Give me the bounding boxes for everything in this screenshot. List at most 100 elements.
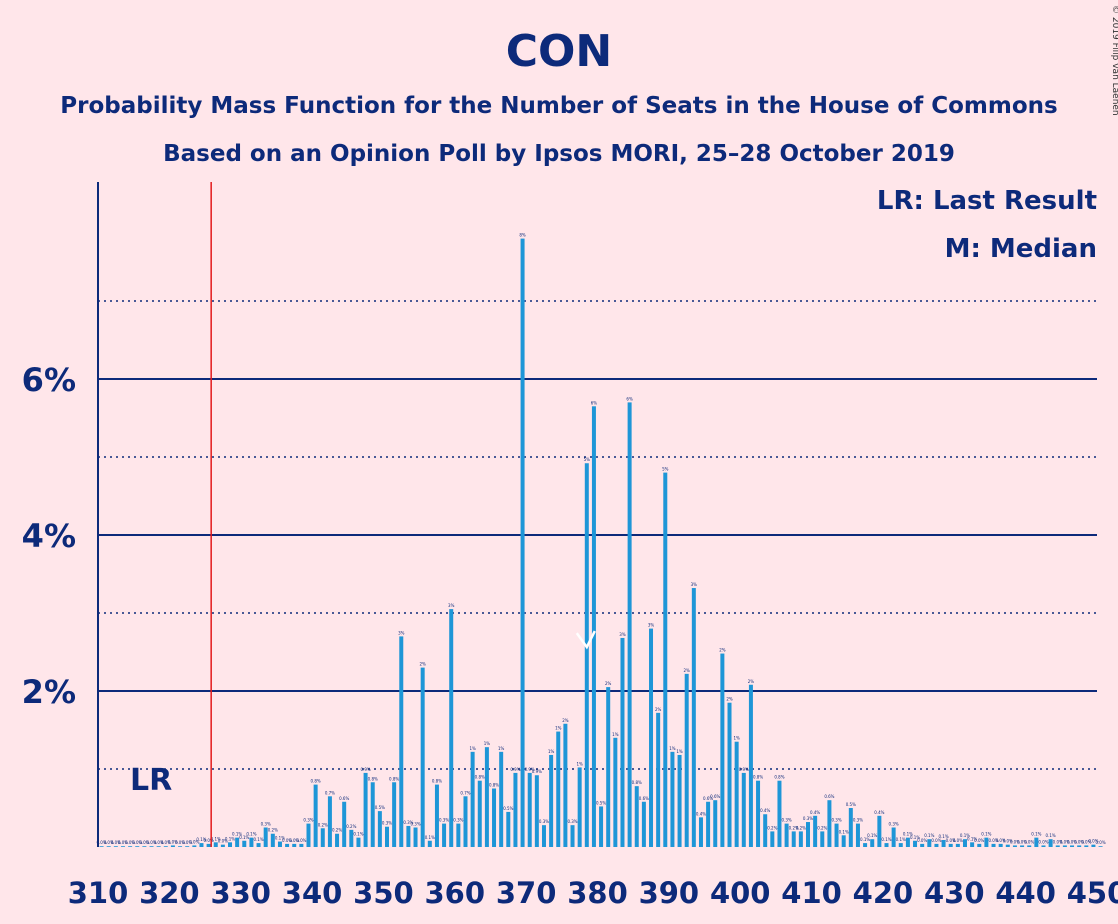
bar-label-440: 0.0% — [1024, 839, 1034, 844]
bar-415 — [848, 808, 853, 847]
bar-439 — [1020, 845, 1025, 847]
bar-label-354: 0.3% — [410, 822, 420, 827]
bar-label-438: 0.0% — [1010, 839, 1020, 844]
bar-443 — [1048, 839, 1053, 847]
bar-351 — [392, 782, 397, 847]
bar-label-429: 0.0% — [946, 838, 956, 843]
bar-368 — [513, 772, 518, 847]
bar-label-343: 0.2% — [332, 828, 342, 833]
bar-381 — [606, 687, 611, 847]
bar-438 — [1012, 845, 1017, 847]
bar-330 — [242, 840, 247, 847]
bar-362 — [470, 751, 475, 847]
bar-label-377: 1% — [576, 761, 583, 766]
bar-332 — [256, 843, 261, 847]
bar-label-393: 3% — [691, 582, 698, 587]
bar-316 — [142, 846, 147, 847]
bar-321 — [178, 846, 183, 847]
bar-441 — [1034, 837, 1039, 847]
bar-344 — [342, 801, 347, 847]
bar-label-373: 1% — [548, 749, 555, 754]
bar-386 — [641, 801, 646, 847]
bar-label-418: 0.1% — [867, 833, 877, 838]
bar-374 — [556, 731, 561, 847]
bar-label-319: 0.0% — [161, 840, 171, 845]
bar-label-412: 0.6% — [824, 794, 834, 799]
bar-398 — [727, 702, 732, 847]
bar-label-346: 0.1% — [353, 832, 363, 837]
bar-404 — [770, 831, 775, 847]
bar-310 — [99, 846, 104, 847]
bar-353 — [406, 825, 411, 847]
bar-label-325: 0.0% — [204, 838, 214, 843]
bar-385 — [634, 786, 639, 847]
bar-317 — [149, 846, 154, 847]
bar-label-390: 1% — [669, 746, 676, 751]
x-tick-420: 420 — [853, 876, 914, 910]
x-tick-340: 340 — [282, 876, 343, 910]
bar-label-370: 0.9% — [525, 767, 535, 772]
bar-424 — [913, 840, 918, 847]
bar-label-434: 0.1% — [981, 832, 991, 837]
bar-label-314: 0.0% — [125, 840, 135, 845]
bar-315 — [135, 846, 140, 847]
bar-label-368: 0.9% — [510, 767, 520, 772]
bar-382 — [613, 737, 618, 847]
bar-440 — [1027, 845, 1032, 847]
bar-label-364: 1% — [484, 741, 491, 746]
bar-label-347: 0.9% — [361, 767, 371, 772]
bar-label-365: 0.8% — [489, 783, 499, 788]
bar-407 — [791, 831, 796, 847]
bar-label-386: 0.6% — [639, 796, 649, 801]
bar-414 — [841, 835, 846, 847]
bar-387 — [649, 628, 654, 847]
bar-label-312: 0.0% — [111, 840, 121, 845]
bar-391 — [677, 754, 682, 847]
median-marker — [575, 630, 596, 650]
x-tick-400: 400 — [710, 876, 771, 910]
bar-334 — [270, 833, 275, 847]
bar-label-369: 8% — [519, 233, 526, 238]
x-tick-310: 310 — [68, 876, 129, 910]
bar-401 — [748, 684, 753, 847]
bar-369 — [520, 238, 525, 848]
bar-355 — [420, 667, 425, 847]
bar-392 — [684, 673, 689, 847]
bar-label-318: 0.0% — [154, 840, 164, 845]
bar-411 — [820, 831, 825, 847]
bar-label-327: 0.0% — [218, 839, 228, 844]
bar-label-329: 0.1% — [232, 832, 242, 837]
bar-448 — [1084, 845, 1089, 847]
bar-label-431: 0.1% — [960, 833, 970, 838]
bar-label-371: 0.9% — [532, 769, 542, 774]
bar-label-321: 0.0% — [175, 840, 185, 845]
bar-340 — [313, 784, 318, 847]
bar-436 — [998, 843, 1003, 847]
bar-400 — [741, 772, 746, 847]
bar-323 — [192, 845, 197, 847]
bar-label-437: 0.0% — [1003, 839, 1013, 844]
bar-333 — [263, 827, 268, 847]
bar-402 — [756, 780, 761, 847]
bar-375 — [563, 723, 568, 847]
last-result-label: LR — [130, 763, 172, 798]
bar-label-423: 0.1% — [903, 832, 913, 837]
bar-label-403: 0.4% — [760, 808, 770, 813]
bar-445 — [1062, 845, 1067, 847]
bar-label-351: 0.8% — [389, 776, 399, 781]
bar-label-353: 0.3% — [403, 820, 413, 825]
bar-442 — [1041, 845, 1046, 847]
bar-label-376: 0.3% — [567, 819, 577, 824]
bar-label-397: 2% — [719, 648, 726, 653]
bar-label-330: 0.1% — [239, 835, 249, 840]
bar-327 — [220, 844, 225, 847]
bar-417 — [863, 843, 868, 847]
bar-label-339: 0.3% — [303, 818, 313, 823]
bar-label-405: 0.8% — [774, 775, 784, 780]
bar-label-432: 0.1% — [967, 836, 977, 841]
bar-label-439: 0.0% — [1017, 839, 1027, 844]
bar-label-421: 0.3% — [889, 822, 899, 827]
bar-label-331: 0.1% — [246, 832, 256, 837]
bar-label-317: 0.0% — [146, 840, 156, 845]
bar-label-414: 0.1% — [839, 829, 849, 834]
